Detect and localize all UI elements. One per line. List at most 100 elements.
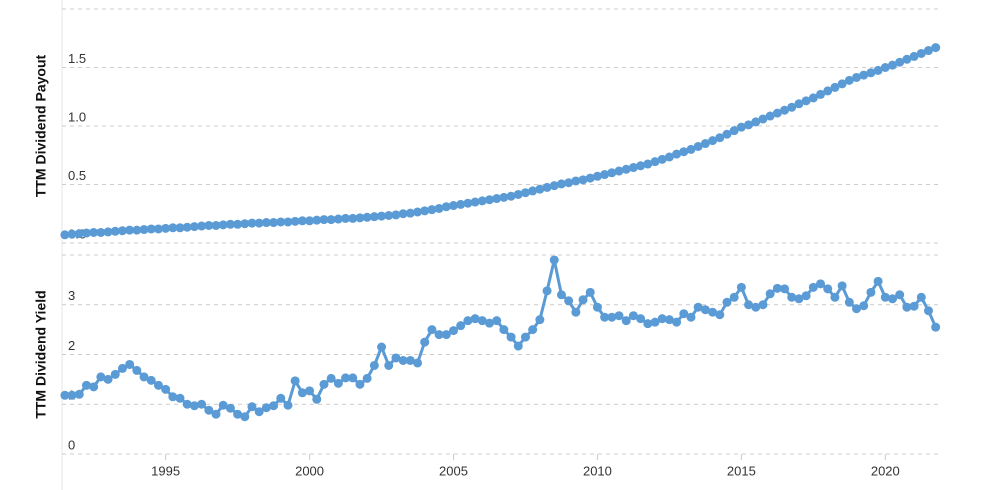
data-point xyxy=(384,211,394,221)
data-point xyxy=(636,314,646,324)
data-point xyxy=(585,287,595,297)
data-point xyxy=(89,382,99,392)
data-point xyxy=(405,355,415,365)
data-point xyxy=(477,316,487,326)
data-point xyxy=(506,332,516,342)
data-point xyxy=(736,282,746,292)
data-point xyxy=(794,294,804,304)
data-point xyxy=(103,227,113,237)
data-point xyxy=(528,186,538,196)
data-point xyxy=(816,89,826,99)
data-point xyxy=(60,390,70,400)
data-point xyxy=(664,152,674,162)
data-point xyxy=(348,373,358,383)
data-point xyxy=(463,316,473,326)
data-point xyxy=(751,117,761,127)
data-point xyxy=(664,315,674,325)
data-point xyxy=(931,43,941,53)
data-point xyxy=(808,282,818,292)
data-point xyxy=(585,173,595,183)
data-point xyxy=(873,276,883,286)
data-point xyxy=(175,393,185,403)
data-point xyxy=(808,93,818,103)
data-point xyxy=(499,192,509,202)
data-point xyxy=(182,222,192,232)
data-point xyxy=(362,373,372,383)
data-point xyxy=(650,157,660,167)
data-point xyxy=(276,217,286,227)
data-point xyxy=(758,114,768,124)
data-point xyxy=(391,353,401,363)
data-point xyxy=(420,337,430,347)
data-point xyxy=(405,208,415,218)
x-tick-label: 2005 xyxy=(439,463,468,478)
x-tick-label: 2015 xyxy=(727,463,756,478)
data-point xyxy=(168,223,178,233)
data-point xyxy=(189,222,199,232)
data-point xyxy=(636,161,646,171)
data-point xyxy=(463,198,473,208)
y-tick-label: 3 xyxy=(68,288,75,303)
data-point xyxy=(607,168,617,178)
data-point xyxy=(628,163,638,173)
data-point xyxy=(880,292,890,302)
data-point xyxy=(305,216,315,226)
data-point xyxy=(600,312,610,322)
data-point xyxy=(672,317,682,327)
data-point xyxy=(175,223,185,233)
data-point xyxy=(362,212,372,222)
data-point xyxy=(492,194,502,204)
data-point xyxy=(153,224,163,234)
data-point xyxy=(125,225,135,235)
data-point xyxy=(736,122,746,132)
data-point xyxy=(197,221,207,231)
data-point xyxy=(880,63,890,72)
data-point xyxy=(81,380,91,390)
data-point xyxy=(261,403,271,413)
data-point xyxy=(182,399,192,409)
data-point xyxy=(686,312,696,322)
data-point xyxy=(391,210,401,220)
data-point xyxy=(542,286,552,296)
data-point xyxy=(96,372,106,382)
data-point xyxy=(132,225,142,235)
data-point xyxy=(765,111,775,121)
data-point xyxy=(74,229,84,239)
data-point xyxy=(578,295,588,305)
data-point xyxy=(74,389,84,399)
data-point xyxy=(110,369,120,379)
data-point xyxy=(513,189,523,199)
data-point xyxy=(787,102,797,112)
x-tick-label: 2000 xyxy=(295,463,324,478)
data-point xyxy=(844,75,854,85)
data-point xyxy=(592,171,602,181)
data-point xyxy=(233,409,243,419)
data-point xyxy=(823,284,833,294)
data-point xyxy=(218,400,228,410)
data-point xyxy=(607,312,617,322)
data-point xyxy=(377,342,387,352)
data-point xyxy=(161,384,171,394)
data-point xyxy=(153,380,163,390)
data-point xyxy=(333,214,343,224)
data-point xyxy=(564,296,574,306)
data-point xyxy=(348,213,358,223)
data-point xyxy=(89,227,99,237)
data-point xyxy=(916,292,926,302)
data-point xyxy=(377,211,387,221)
data-point xyxy=(866,287,876,297)
data-point xyxy=(413,358,423,368)
data-point xyxy=(715,133,725,143)
x-tick-label: 1995 xyxy=(151,463,180,478)
data-point xyxy=(319,215,329,225)
data-point xyxy=(700,305,710,315)
data-line xyxy=(64,259,938,419)
data-point xyxy=(319,379,329,389)
data-point xyxy=(470,197,480,207)
data-point xyxy=(722,297,732,307)
data-point xyxy=(211,220,221,230)
data-point xyxy=(211,409,221,419)
data-point xyxy=(146,224,156,234)
data-point xyxy=(484,318,494,328)
data-point xyxy=(657,314,667,324)
